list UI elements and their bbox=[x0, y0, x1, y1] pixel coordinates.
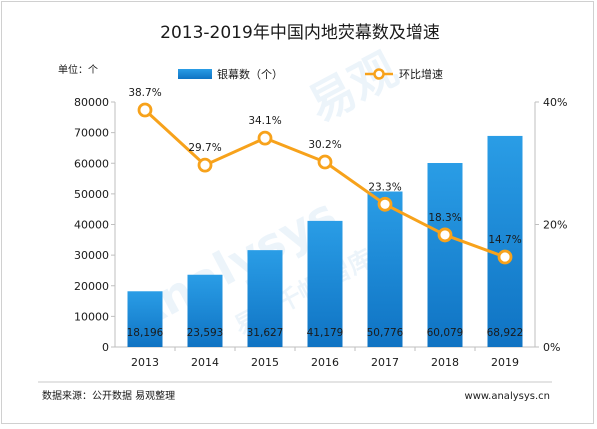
left-axis-tick-label: 0 bbox=[102, 341, 109, 354]
footer-url: www.analysys.cn bbox=[465, 391, 550, 402]
growth-value-label: 30.2% bbox=[308, 139, 341, 151]
x-axis-tick-label: 2016 bbox=[311, 356, 339, 369]
growth-line bbox=[137, 102, 513, 265]
growth-value-label: 38.7% bbox=[128, 87, 161, 99]
left-axis-tick-label: 50000 bbox=[74, 188, 109, 201]
growth-point-2014 bbox=[197, 157, 213, 173]
chart-frame: Analysys 易观 易观千帆 智库 2013-2019年中国内地荧幕数及增速… bbox=[1, 1, 594, 424]
right-axis-tick-label: 0% bbox=[543, 341, 560, 354]
left-axis-tick-label: 20000 bbox=[74, 280, 109, 293]
bar-value-label: 31,627 bbox=[247, 327, 284, 339]
bar-2018 bbox=[427, 163, 463, 347]
growth-value-label: 18.3% bbox=[428, 212, 461, 224]
bars bbox=[127, 135, 523, 347]
bar-value-label: 41,179 bbox=[307, 327, 344, 339]
bar-value-label: 68,922 bbox=[487, 327, 524, 339]
left-axis-tick-label: 80000 bbox=[74, 96, 109, 109]
growth-value-label: 29.7% bbox=[188, 142, 221, 154]
data-labels: 18,196 23,593 31,627 41,179 50,776 60,079 68,9… bbox=[127, 87, 524, 339]
unit-label: 单位：个 bbox=[58, 63, 98, 76]
left-axis-tick-label: 10000 bbox=[74, 310, 109, 323]
legend-bar-swatch bbox=[178, 69, 212, 79]
growth-point-2019 bbox=[497, 249, 513, 265]
x-axis-tick-label: 2015 bbox=[251, 356, 279, 369]
growth-value-label: 34.1% bbox=[248, 115, 281, 127]
bar-2015 bbox=[247, 250, 283, 347]
left-axis-tick-label: 40000 bbox=[74, 219, 109, 232]
left-axis-tick-label: 70000 bbox=[74, 127, 109, 140]
bar-2013 bbox=[127, 291, 163, 347]
bar-2016 bbox=[307, 220, 343, 347]
chart-title: 2013-2019年中国内地荧幕数及增速 bbox=[160, 23, 440, 43]
bar-value-label: 60,079 bbox=[427, 327, 464, 339]
x-axis-tick-label: 2014 bbox=[191, 356, 219, 369]
growth-point-2017 bbox=[377, 196, 393, 212]
growth-value-label: 14.7% bbox=[488, 234, 521, 246]
chart-svg: Analysys 易观 易观千帆 智库 2013-2019年中国内地荧幕数及增速… bbox=[38, 23, 567, 402]
legend-line-label: 环比增速 bbox=[399, 67, 443, 81]
growth-point-2015 bbox=[257, 130, 273, 146]
growth-point-2013 bbox=[137, 102, 153, 118]
bar-2019 bbox=[487, 135, 523, 347]
x-axis-tick-label: 2018 bbox=[431, 356, 459, 369]
bar-2014 bbox=[187, 274, 223, 347]
left-axis-tick-label: 30000 bbox=[74, 249, 109, 262]
footer-source: 数据来源：公开数据 易观整理 bbox=[42, 389, 175, 402]
bar-value-label: 18,196 bbox=[127, 327, 164, 339]
legend-bar-label: 银幕数（个） bbox=[217, 67, 283, 81]
growth-value-label: 23.3% bbox=[368, 181, 401, 193]
growth-point-2018 bbox=[437, 227, 453, 243]
axes: 0 10000 20000 30000 40000 50000 60000 70000 8000… bbox=[74, 96, 567, 369]
bar-value-label: 50,776 bbox=[367, 327, 404, 339]
legend-line-marker bbox=[373, 68, 385, 80]
x-axis-tick-label: 2017 bbox=[371, 356, 399, 369]
bar-value-label: 23,593 bbox=[187, 327, 224, 339]
watermark-brand-cn: 易观 bbox=[300, 42, 407, 133]
x-axis-tick-label: 2013 bbox=[131, 356, 159, 369]
legend: 银幕数（个） 环比增速 bbox=[178, 67, 443, 81]
left-axis-tick-label: 60000 bbox=[74, 157, 109, 170]
growth-point-2016 bbox=[317, 154, 333, 170]
bar-2017 bbox=[367, 191, 403, 347]
x-axis-tick-label: 2019 bbox=[491, 356, 519, 369]
right-axis-tick-label: 20% bbox=[543, 219, 567, 232]
right-axis-tick-label: 40% bbox=[543, 96, 567, 109]
